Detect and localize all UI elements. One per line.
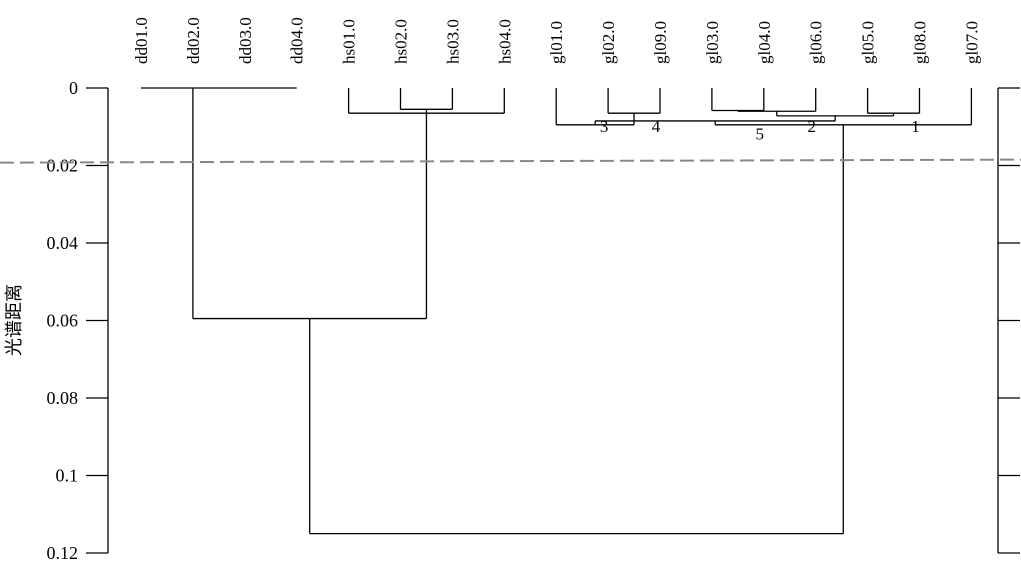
leaf-label: dd02.0 bbox=[184, 17, 203, 64]
node-number-label: 3 bbox=[600, 117, 609, 136]
node-annotations: 3 4 5 2 1 bbox=[600, 117, 920, 144]
node-number-label: 4 bbox=[652, 117, 661, 136]
threshold-line bbox=[0, 158, 1021, 164]
y-axis-label: 光谱距离 bbox=[4, 284, 24, 356]
leaf-label: gl06.0 bbox=[807, 21, 826, 64]
y-tick-label: 0 bbox=[69, 78, 78, 98]
y-tick-label: 0.02 bbox=[47, 156, 79, 176]
leaf-label: dd03.0 bbox=[236, 17, 255, 64]
leaf-labels: dd01.0 dd02.0 dd03.0 dd04.0 hs01.0 hs02.0 hs03… bbox=[132, 17, 981, 64]
leaf-label: gl02.0 bbox=[599, 21, 618, 64]
leaf-label: gl03.0 bbox=[703, 21, 722, 64]
y-tick-label: 0.12 bbox=[47, 543, 79, 563]
node-number-label: 5 bbox=[756, 125, 765, 144]
leaf-label: dd01.0 bbox=[132, 17, 151, 64]
y-tick-label: 0.06 bbox=[47, 311, 79, 331]
leaf-label: hs03.0 bbox=[443, 19, 462, 64]
leaf-label: hs04.0 bbox=[495, 19, 514, 64]
leaf-label: gl07.0 bbox=[962, 21, 981, 64]
dendrogram-links bbox=[141, 87, 973, 535]
y-tick-label: 0.08 bbox=[47, 388, 79, 408]
y-tick-label: 0.1 bbox=[56, 466, 79, 486]
leaf-label: dd04.0 bbox=[288, 17, 307, 64]
y-tick-labels: 0 0.02 0.04 0.06 0.08 0.1 0.12 bbox=[47, 78, 79, 563]
node-number-label: 2 bbox=[807, 117, 816, 136]
leaf-label: gl04.0 bbox=[755, 21, 774, 64]
leaf-label: gl01.0 bbox=[547, 21, 566, 64]
leaf-label: gl08.0 bbox=[911, 21, 930, 64]
node-number-label: 1 bbox=[911, 117, 920, 136]
leaf-label: gl05.0 bbox=[859, 21, 878, 64]
leaf-label: gl09.0 bbox=[651, 21, 670, 64]
leaf-label: hs02.0 bbox=[392, 19, 411, 64]
y-axis-left bbox=[86, 87, 109, 554]
y-tick-label: 0.04 bbox=[47, 233, 79, 253]
y-axis-right bbox=[997, 87, 1020, 554]
leaf-label: hs01.0 bbox=[340, 19, 359, 64]
